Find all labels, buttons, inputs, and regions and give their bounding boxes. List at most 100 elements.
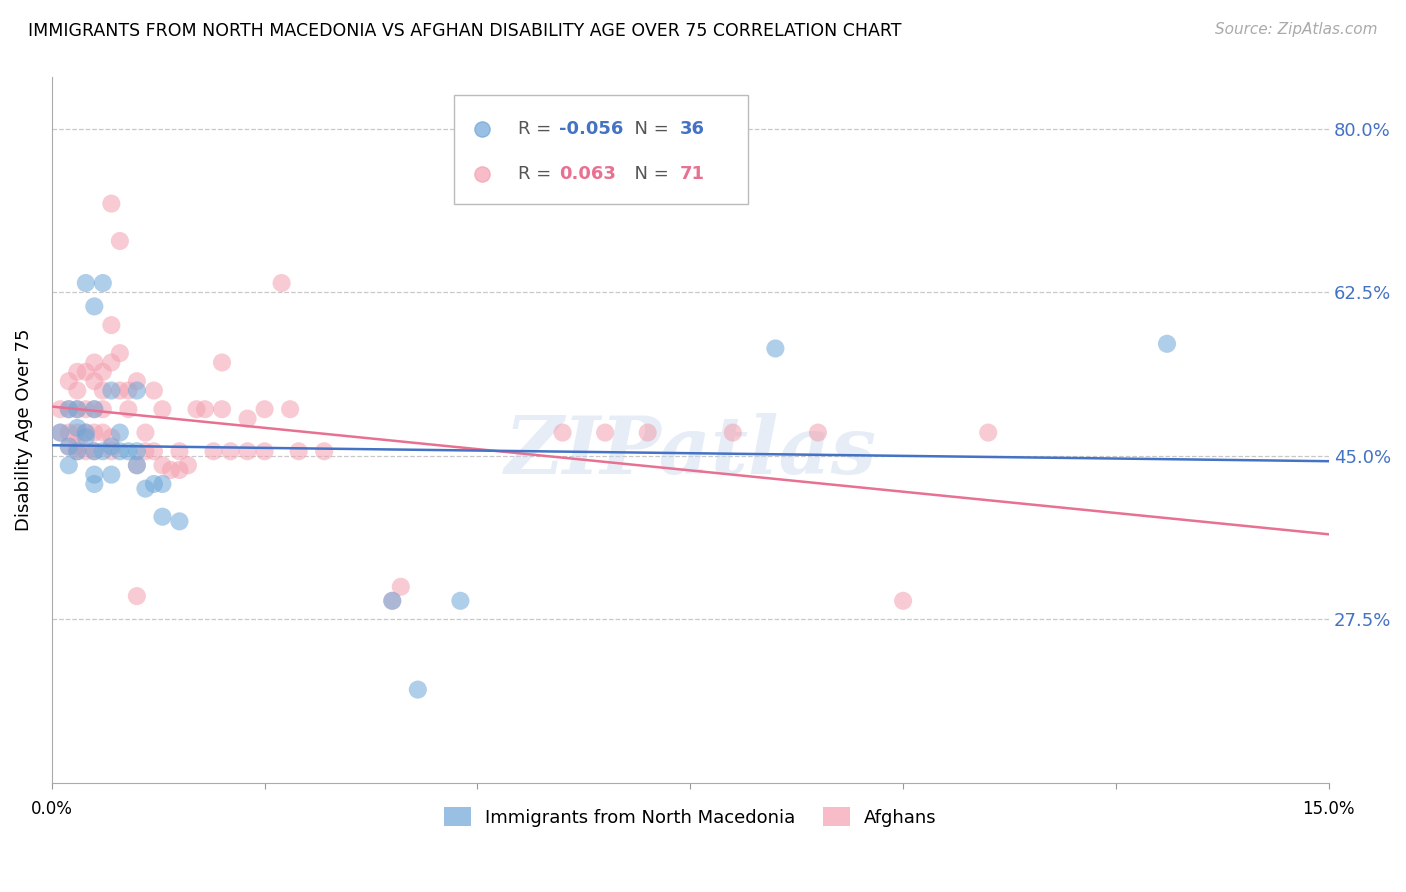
Point <box>100 430 122 444</box>
Point <box>253 444 276 458</box>
Point <box>977 425 1000 440</box>
Point <box>125 458 148 473</box>
Point <box>551 425 574 440</box>
Point <box>1156 336 1178 351</box>
Point <box>236 444 259 458</box>
Point <box>58 402 80 417</box>
Point <box>58 402 80 417</box>
Point <box>108 444 131 458</box>
Point <box>314 444 336 458</box>
Point <box>807 425 830 440</box>
Point <box>134 482 156 496</box>
Point <box>83 425 105 440</box>
Legend: Immigrants from North Macedonia, Afghans: Immigrants from North Macedonia, Afghans <box>436 800 943 834</box>
Point <box>91 276 114 290</box>
Point <box>169 463 191 477</box>
Text: 0.063: 0.063 <box>558 165 616 183</box>
Text: 71: 71 <box>681 165 704 183</box>
Point <box>100 440 122 454</box>
Point <box>134 444 156 458</box>
Point <box>66 425 89 440</box>
Point <box>278 402 301 417</box>
Text: R =: R = <box>517 165 562 183</box>
Point <box>75 430 97 444</box>
Point <box>406 682 429 697</box>
Point <box>49 425 72 440</box>
Point <box>169 444 191 458</box>
Point <box>75 402 97 417</box>
Point <box>75 276 97 290</box>
Point <box>169 514 191 528</box>
Point <box>58 440 80 454</box>
Point <box>117 444 139 458</box>
Point <box>75 425 97 440</box>
Point <box>58 374 80 388</box>
Text: 36: 36 <box>681 120 704 138</box>
Point <box>117 402 139 417</box>
Point <box>83 467 105 482</box>
Y-axis label: Disability Age Over 75: Disability Age Over 75 <box>15 329 32 532</box>
Point <box>66 444 89 458</box>
Point <box>152 477 174 491</box>
Point <box>66 440 89 454</box>
Point <box>49 425 72 440</box>
Text: 0.0%: 0.0% <box>31 800 73 818</box>
Point <box>194 402 217 417</box>
Text: -0.056: -0.056 <box>558 120 623 138</box>
Text: ZIPatlas: ZIPatlas <box>505 413 876 491</box>
Point <box>66 365 89 379</box>
Point <box>100 318 122 332</box>
Point <box>125 458 148 473</box>
Point <box>142 384 165 398</box>
Point <box>152 402 174 417</box>
Point <box>75 425 97 440</box>
Point <box>186 402 208 417</box>
Point <box>891 594 914 608</box>
Text: Source: ZipAtlas.com: Source: ZipAtlas.com <box>1215 22 1378 37</box>
Point <box>91 444 114 458</box>
Point <box>125 589 148 603</box>
Point <box>83 477 105 491</box>
Point <box>83 444 105 458</box>
Point <box>125 374 148 388</box>
Point <box>134 425 156 440</box>
Text: IMMIGRANTS FROM NORTH MACEDONIA VS AFGHAN DISABILITY AGE OVER 75 CORRELATION CHA: IMMIGRANTS FROM NORTH MACEDONIA VS AFGHA… <box>28 22 901 40</box>
Point <box>66 421 89 435</box>
Point <box>75 444 97 458</box>
Point <box>66 402 89 417</box>
Point <box>637 425 659 440</box>
Point <box>100 444 122 458</box>
Text: N =: N = <box>623 120 673 138</box>
Point <box>75 365 97 379</box>
Point <box>108 346 131 360</box>
Point <box>66 402 89 417</box>
Point <box>160 463 183 477</box>
Point <box>202 444 225 458</box>
Point <box>49 402 72 417</box>
Point <box>389 580 412 594</box>
Point <box>91 402 114 417</box>
Point <box>83 402 105 417</box>
Point <box>58 440 80 454</box>
Point <box>83 355 105 369</box>
Point <box>91 425 114 440</box>
Text: R =: R = <box>517 120 557 138</box>
Point <box>91 365 114 379</box>
Point <box>381 594 404 608</box>
Point <box>125 384 148 398</box>
Point <box>253 402 276 417</box>
Point <box>287 444 309 458</box>
Point <box>270 276 292 290</box>
Point <box>100 196 122 211</box>
Point <box>100 355 122 369</box>
Point <box>108 234 131 248</box>
Point <box>211 402 233 417</box>
Point <box>211 355 233 369</box>
Point <box>152 509 174 524</box>
Point <box>449 594 471 608</box>
Point <box>66 444 89 458</box>
Point <box>58 458 80 473</box>
Point <box>83 374 105 388</box>
Point <box>83 402 105 417</box>
Point <box>236 411 259 425</box>
